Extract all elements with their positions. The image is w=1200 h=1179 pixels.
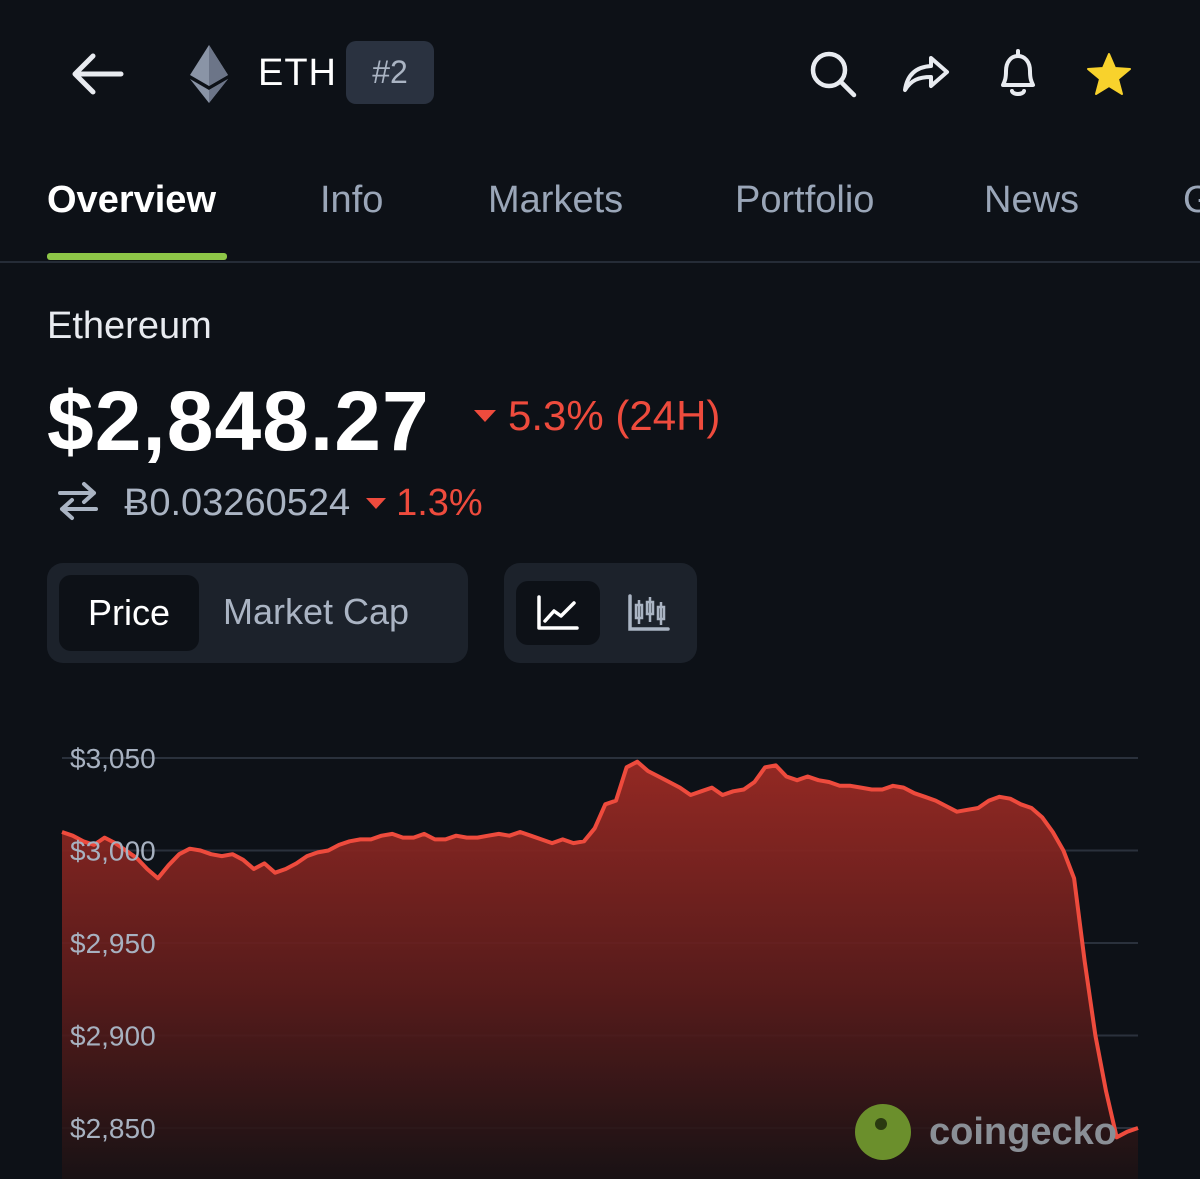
y-tick-label: $2,900 — [70, 1021, 156, 1052]
rank-badge: #2 — [346, 41, 434, 104]
coingecko-logo-icon — [855, 1104, 911, 1160]
y-tick-label: $2,950 — [70, 928, 156, 959]
y-tick-label: $2,850 — [70, 1113, 156, 1144]
metric-selector: Price Market Cap — [47, 563, 468, 663]
convert-arrows-icon[interactable] — [56, 481, 100, 526]
btc-price-change: 1.3% — [366, 482, 483, 525]
down-triangle-icon — [366, 497, 387, 509]
btc-price-row: Ƀ0.03260524 1.3% — [56, 478, 483, 528]
star-icon[interactable] — [1076, 44, 1142, 104]
back-arrow-icon[interactable] — [62, 44, 132, 104]
active-tab-indicator — [47, 253, 227, 260]
market-cap-option[interactable]: Market Cap — [223, 591, 410, 632]
price-line — [61, 759, 1139, 1140]
ethereum-logo-icon — [186, 44, 232, 104]
coin-symbol: ETH — [258, 52, 337, 94]
coin-name: Ethereum — [47, 305, 212, 347]
price-chart[interactable]: $3,050 $3,000 $2,950 $2,900 $2,850 — [0, 680, 1200, 1179]
share-icon[interactable] — [893, 44, 959, 104]
price-area — [62, 761, 1138, 1179]
search-icon[interactable] — [800, 44, 866, 104]
chart-type-selector — [504, 563, 697, 663]
tab-info[interactable]: Info — [320, 179, 384, 221]
candlestick-chart-icon[interactable] — [614, 581, 684, 645]
top-bar: ETH #2 — [0, 0, 1200, 145]
bell-icon[interactable] — [985, 44, 1051, 104]
price-chart-svg: $3,050 $3,000 $2,950 $2,900 $2,850 — [61, 743, 1139, 1179]
btc-price: Ƀ0.03260524 — [124, 481, 351, 524]
tab-more[interactable]: G — [1183, 179, 1200, 221]
y-tick-label: $3,050 — [70, 743, 156, 774]
price-change-24h-value: 5.3% (24H) — [508, 392, 721, 439]
tab-bar: Overview Info Markets Portfolio News G — [0, 145, 1200, 263]
tab-markets[interactable]: Markets — [488, 179, 624, 221]
y-tick-label: $3,000 — [70, 836, 156, 867]
price-option[interactable]: Price — [59, 575, 199, 651]
tab-portfolio[interactable]: Portfolio — [735, 179, 875, 221]
watermark-text: coingecko — [929, 1110, 1117, 1153]
price-change-24h: 5.3% (24H) — [474, 392, 720, 440]
current-price: $2,848.27 — [47, 374, 430, 468]
down-triangle-icon — [474, 410, 496, 422]
btc-price-change-value: 1.3% — [396, 481, 483, 524]
line-chart-icon[interactable] — [516, 581, 600, 645]
tab-overview[interactable]: Overview — [47, 179, 216, 221]
tab-news[interactable]: News — [984, 179, 1080, 221]
coingecko-watermark: coingecko — [855, 1103, 1117, 1161]
